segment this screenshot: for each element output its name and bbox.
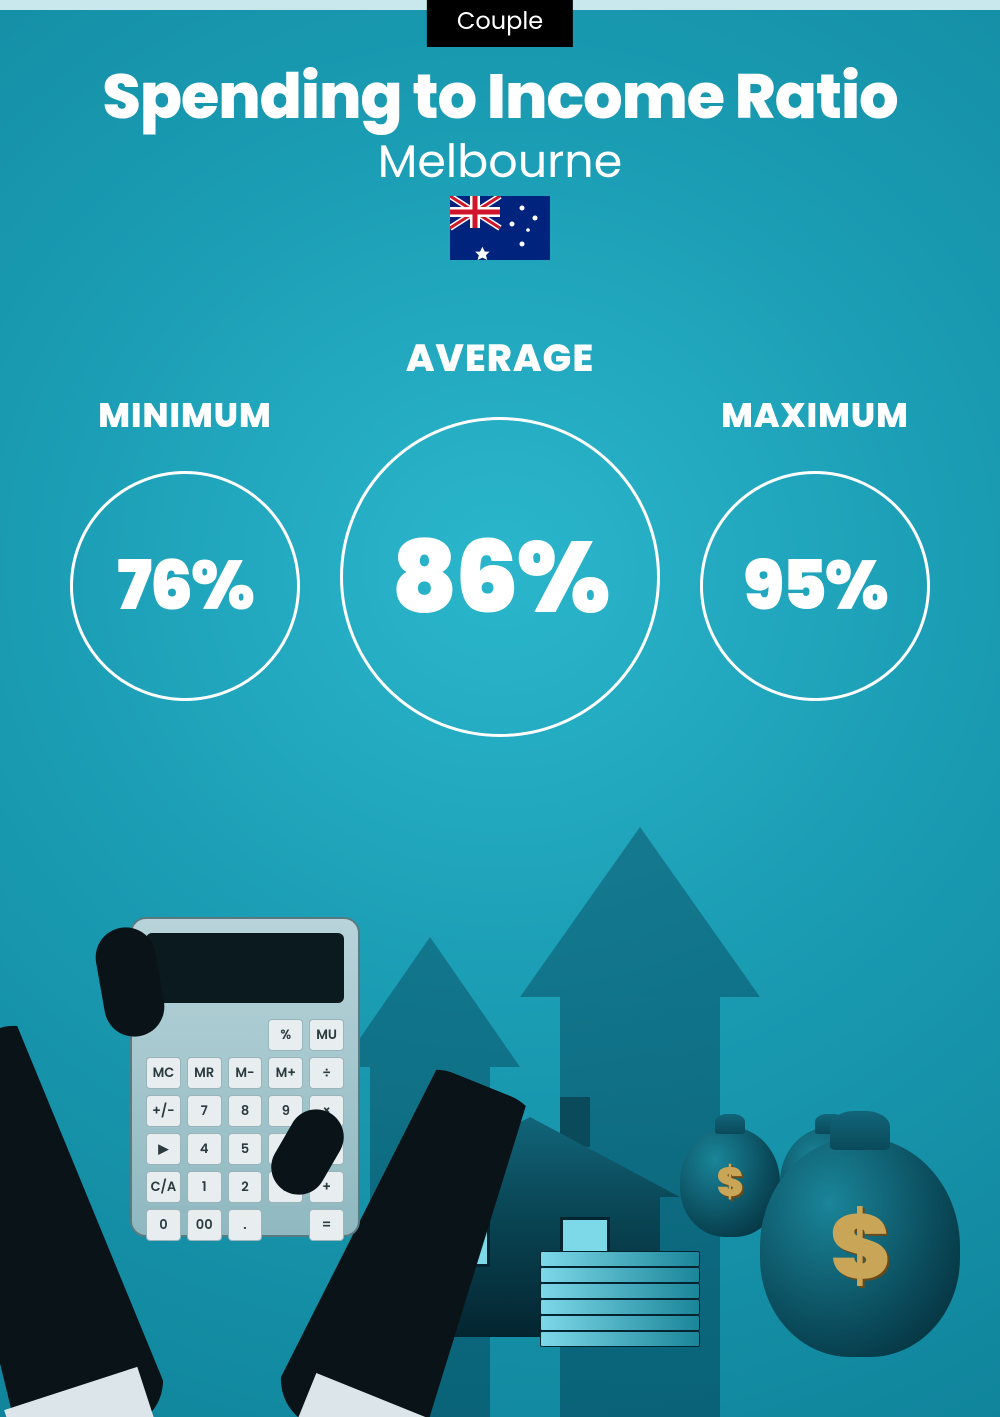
metric-minimum: MINIMUM 76% — [70, 330, 300, 701]
calc-key: 0 — [146, 1209, 181, 1241]
maximum-circle: 95% — [700, 471, 930, 701]
cash-stack-icon — [540, 1237, 720, 1347]
minimum-label: MINIMUM — [98, 390, 272, 441]
calc-key: MC — [146, 1057, 181, 1089]
hands-calculator-icon: %MUMCMRM-M+÷+/-789×▶456-C/A123+000.= — [20, 877, 440, 1417]
calc-key: = — [309, 1209, 344, 1241]
calc-key: 7 — [187, 1095, 222, 1127]
calc-key: ▶ — [146, 1133, 181, 1165]
calc-key: C/A — [146, 1171, 181, 1203]
minimum-value: 76% — [117, 535, 253, 637]
calculator-icon: %MUMCMRM-M+÷+/-789×▶456-C/A123+000.= — [130, 917, 360, 1237]
calc-key: . — [228, 1209, 263, 1241]
calc-key: 2 — [228, 1171, 263, 1203]
minimum-circle: 76% — [70, 471, 300, 701]
metrics-row: MINIMUM 76% AVERAGE 86% MAXIMUM 95% — [0, 330, 1000, 737]
calc-key: % — [268, 1019, 303, 1051]
maximum-value: 95% — [743, 535, 886, 637]
average-value: 86% — [392, 502, 609, 652]
calc-key: 8 — [228, 1095, 263, 1127]
metric-average: AVERAGE 86% — [340, 330, 660, 737]
calc-key: 1 — [187, 1171, 222, 1203]
calc-key: MU — [309, 1019, 344, 1051]
calc-key: 4 — [187, 1133, 222, 1165]
category-badge: Couple — [427, 0, 573, 47]
calc-key: ÷ — [309, 1057, 344, 1089]
city-subtitle: Melbourne — [0, 128, 1000, 197]
average-circle: 86% — [340, 417, 660, 737]
calc-key: +/- — [146, 1095, 181, 1127]
maximum-label: MAXIMUM — [721, 390, 909, 441]
average-label: AVERAGE — [406, 330, 594, 387]
calc-key: M+ — [268, 1057, 303, 1089]
money-bag-icon: $ — [760, 1137, 960, 1357]
metric-maximum: MAXIMUM 95% — [700, 330, 930, 701]
calc-key: 00 — [187, 1209, 222, 1241]
illustration-area: $ $ $ %MUMCMRM-M+÷+/-789×▶456-C/A123+000… — [0, 767, 1000, 1417]
calc-key: M- — [228, 1057, 263, 1089]
calc-key: 5 — [228, 1133, 263, 1165]
australia-flag-icon — [450, 196, 550, 260]
calc-key: MR — [187, 1057, 222, 1089]
